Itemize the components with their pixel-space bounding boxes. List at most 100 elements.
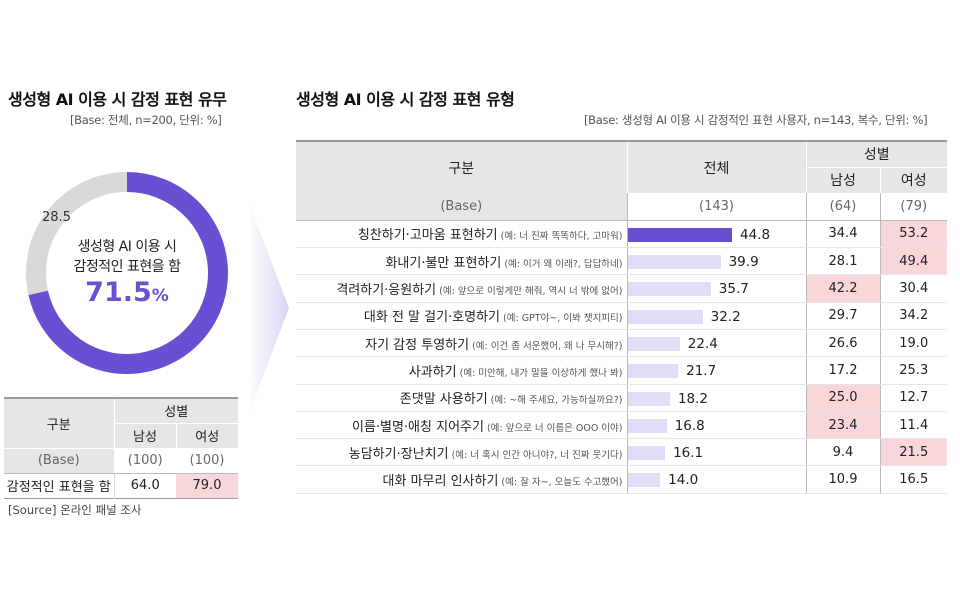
left-title: 생성형 AI 이용 시 감정 표현 유무 xyxy=(8,90,227,109)
total-value: 16.8 xyxy=(674,417,705,434)
table-row: 칭찬하기·고마움 표현하기 (예: 너 진짜 똑똑하다, 고마워) 44.8 34.4… xyxy=(296,220,947,249)
total-value: 21.7 xyxy=(686,363,717,380)
female-value: 53.2 xyxy=(880,220,947,249)
female-value: 34.2 xyxy=(880,302,947,330)
category-example: (예: 앞으로 너 이름은 OOO 이야) xyxy=(486,422,623,434)
table-row: 자기 감정 투영하기 (예: 이건 좀 서운했어, 왜 나 무시해?) 22.4 26… xyxy=(296,329,947,358)
left-row-female: 79.0 xyxy=(176,473,238,498)
source-note: [Source] 온라인 패널 조사 xyxy=(8,503,142,517)
category-label: 사과하기 xyxy=(408,364,457,380)
category-label: 격려하기·응원하기 xyxy=(336,283,437,299)
right-header-group: 구분 xyxy=(296,141,628,193)
female-value: 21.5 xyxy=(880,438,947,467)
left-header-female: 여성 xyxy=(176,423,238,449)
right-table-base-row: (Base) (143) (64) (79) xyxy=(296,193,947,221)
table-row: 화내기·불만 표현하기 (예: 이거 왜 이래?, 답답하네) 39.9 28.1 49… xyxy=(296,247,947,276)
category-example: (예: 잘 자~, 오늘도 수고했어) xyxy=(501,477,623,489)
table-row: 존댓말 사용하기 (예: ~해 주세요, 가능하실까요?) 18.2 25.0 12.7 xyxy=(296,384,947,412)
total-value: 18.2 xyxy=(677,390,709,407)
right-header-female: 여성 xyxy=(880,167,947,193)
row-total: 35.7 xyxy=(627,274,807,303)
row-total: 18.2 xyxy=(627,384,807,412)
left-base-note: [Base: 전체, n=200, 단위: %] xyxy=(70,113,222,127)
category-example: (예: 너 진짜 똑똑하다, 고마워) xyxy=(500,231,623,243)
row-total: 22.4 xyxy=(627,329,807,358)
row-total: 44.8 xyxy=(627,220,807,249)
category-example: (예: ~해 주세요, 가능하실까요?) xyxy=(490,395,623,407)
left-header-gender: 성별 xyxy=(114,398,238,424)
table-row: 대화 마무리 인사하기 (예: 잘 자~, 오늘도 수고했어) 14.0 10.9 16… xyxy=(296,465,947,494)
right-table-header-row: 구분 전체 성별 xyxy=(296,141,947,193)
left-row-label: 감정적인 표현을 함 xyxy=(4,473,115,498)
total-value: 16.1 xyxy=(673,445,704,462)
total-bar xyxy=(627,364,679,379)
left-header-group: 구분 xyxy=(4,398,115,449)
female-value: 19.0 xyxy=(880,329,947,358)
row-category: 화내기·불만 표현하기 (예: 이거 왜 이래?, 답답하네) xyxy=(296,247,628,276)
category-example: (예: 너 혹시 인간 아니야?, 너 진짜 웃기다) xyxy=(451,449,623,461)
total-bar xyxy=(627,227,733,242)
female-value: 49.4 xyxy=(880,247,947,276)
category-example: (예: 앞으로 이렇게만 해줘, 역시 너 밖에 없어) xyxy=(439,286,623,298)
left-row-male: 64.0 xyxy=(130,478,160,493)
category-label: 농담하기·장난치기 xyxy=(348,446,449,462)
donut-slice-rest xyxy=(26,172,128,296)
right-header-gender: 성별 xyxy=(806,141,947,168)
category-example: (예: 미안해, 내가 말을 이상하게 했나 봐) xyxy=(459,367,623,379)
table-row: 대화 전 말 걸기·호명하기 (예: GPT야~, 이봐 챗지피티) 32.2 29.… xyxy=(296,302,947,330)
category-label: 대화 마무리 인사하기 xyxy=(382,474,499,490)
total-value: 14.0 xyxy=(668,472,699,489)
category-example: (예: GPT야~, 이봐 챗지피티) xyxy=(503,313,623,325)
total-bar xyxy=(627,255,721,270)
category-label: 자기 감정 투영하기 xyxy=(365,337,470,353)
table-row: 농담하기·장난치기 (예: 너 혹시 인간 아니야?, 너 진짜 웃기다) 16.1… xyxy=(296,438,947,467)
total-bar xyxy=(627,309,703,324)
left-table-base-row: (Base) (100) (100) xyxy=(4,448,238,474)
male-value: 25.0 xyxy=(806,384,881,412)
male-value: 17.2 xyxy=(806,356,881,385)
donut-label-line1: 생성형 AI 이용 시 xyxy=(77,239,177,255)
left-base-male: (100) xyxy=(114,448,176,474)
left-table-data-row: 감정적인 표현을 함 64.0 79.0 xyxy=(4,473,238,498)
right-header-total: 전체 xyxy=(627,141,807,193)
male-value: 9.4 xyxy=(806,438,881,467)
female-value: 11.4 xyxy=(880,411,947,440)
donut-label-line2: 감정적인 표현을 함 xyxy=(73,259,181,275)
female-value: 30.4 xyxy=(880,274,947,303)
male-value: 34.4 xyxy=(806,220,881,249)
row-total: 16.8 xyxy=(627,411,807,440)
row-category: 이름·별명·애칭 지어주기 (예: 앞으로 너 이름은 OOO 이야) xyxy=(296,411,628,440)
donut-value-number: 71.5 xyxy=(85,277,152,308)
male-value: 29.7 xyxy=(806,302,881,330)
right-base-female: (79) xyxy=(880,193,947,221)
right-base-note: [Base: 생성형 AI 이용 시 감정적인 표현 사용자, n=143, 복… xyxy=(584,113,928,127)
male-value: 42.2 xyxy=(806,274,881,303)
row-total: 16.1 xyxy=(627,438,807,467)
right-header-male: 남성 xyxy=(806,167,881,193)
donut-rest-value: 28.5 xyxy=(42,210,71,225)
table-row: 이름·별명·애칭 지어주기 (예: 앞으로 너 이름은 OOO 이야) 16.8 23… xyxy=(296,411,947,440)
row-category: 농담하기·장난치기 (예: 너 혹시 인간 아니야?, 너 진짜 웃기다) xyxy=(296,438,628,467)
male-value: 26.6 xyxy=(806,329,881,358)
total-bar xyxy=(627,282,711,297)
row-category: 사과하기 (예: 미안해, 내가 말을 이상하게 했나 봐) xyxy=(296,356,628,385)
row-category: 격려하기·응원하기 (예: 앞으로 이렇게만 해줘, 역시 너 밖에 없어) xyxy=(296,274,628,303)
category-example: (예: 이건 좀 서운했어, 왜 나 무시해?) xyxy=(472,340,623,352)
category-label: 대화 전 말 걸기·호명하기 xyxy=(363,310,501,326)
category-label: 이름·별명·애칭 지어주기 xyxy=(351,419,484,435)
emotion-type-table: 구분 전체 성별 남성 여성 (Base) (143) (64) (79) 칭찬… xyxy=(296,140,947,494)
female-value: 16.5 xyxy=(880,465,947,494)
left-base-label: (Base) xyxy=(4,448,115,474)
right-base-male: (64) xyxy=(806,193,881,221)
category-label: 존댓말 사용하기 xyxy=(399,392,488,408)
table-row: 사과하기 (예: 미안해, 내가 말을 이상하게 했나 봐) 21.7 17.2 25.… xyxy=(296,356,947,385)
total-value: 35.7 xyxy=(718,281,749,298)
left-table-subheader-row: 남성 여성 xyxy=(4,423,238,449)
male-value: 10.9 xyxy=(806,465,881,494)
category-label: 화내기·불만 표현하기 xyxy=(385,255,502,271)
left-header-male: 남성 xyxy=(114,423,177,449)
row-category: 존댓말 사용하기 (예: ~해 주세요, 가능하실까요?) xyxy=(296,384,628,412)
right-base-label: (Base) xyxy=(296,193,628,221)
male-value: 23.4 xyxy=(806,411,881,440)
donut-chart xyxy=(26,172,228,374)
